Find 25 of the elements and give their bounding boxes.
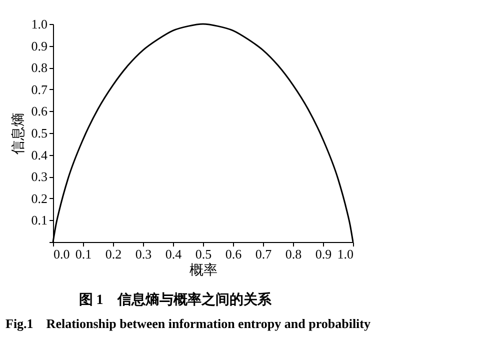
x-axis-title: 概率 [190, 262, 218, 278]
y-tick-label: 0.6 [31, 104, 48, 119]
x-tick-label: 0.9 [315, 246, 332, 262]
y-tick-label: 0.2 [31, 190, 48, 206]
y-tick-label: 0.5 [31, 126, 48, 140]
y-tick-label: 0.7 [31, 82, 48, 97]
x-tick-label: 0.2 [105, 246, 122, 262]
x-tick-label: 0.4 [165, 246, 182, 262]
y-tick-label: 0.4 [31, 147, 48, 162]
x-tick-label: 0.7 [255, 246, 272, 262]
y-tick-label: 1.0 [31, 16, 48, 32]
x-tick-label: 0.5 [195, 246, 212, 262]
y-tick-label: 0.1 [31, 212, 48, 228]
caption: Fig.1 Relationship between information entropy and probability [6, 316, 371, 331]
x-tick-label: 0.8 [285, 246, 302, 262]
x-tick-label: 0.6 [225, 246, 242, 262]
y-tick-label: 0.3 [31, 169, 48, 184]
x-tick-label: 1.0 [337, 246, 354, 262]
y-tick-label: 0.8 [31, 60, 48, 76]
y-axis-title: 信息熵 [10, 112, 26, 154]
caption: 图 1 信息熵与概率之间的关系 [78, 291, 272, 308]
x-tick-label: 0.3 [135, 246, 152, 262]
x-tick-label: 0.1 [75, 246, 92, 262]
x-tick-label: 0.0 [54, 246, 70, 262]
y-tick-label: 0.9 [31, 38, 48, 54]
